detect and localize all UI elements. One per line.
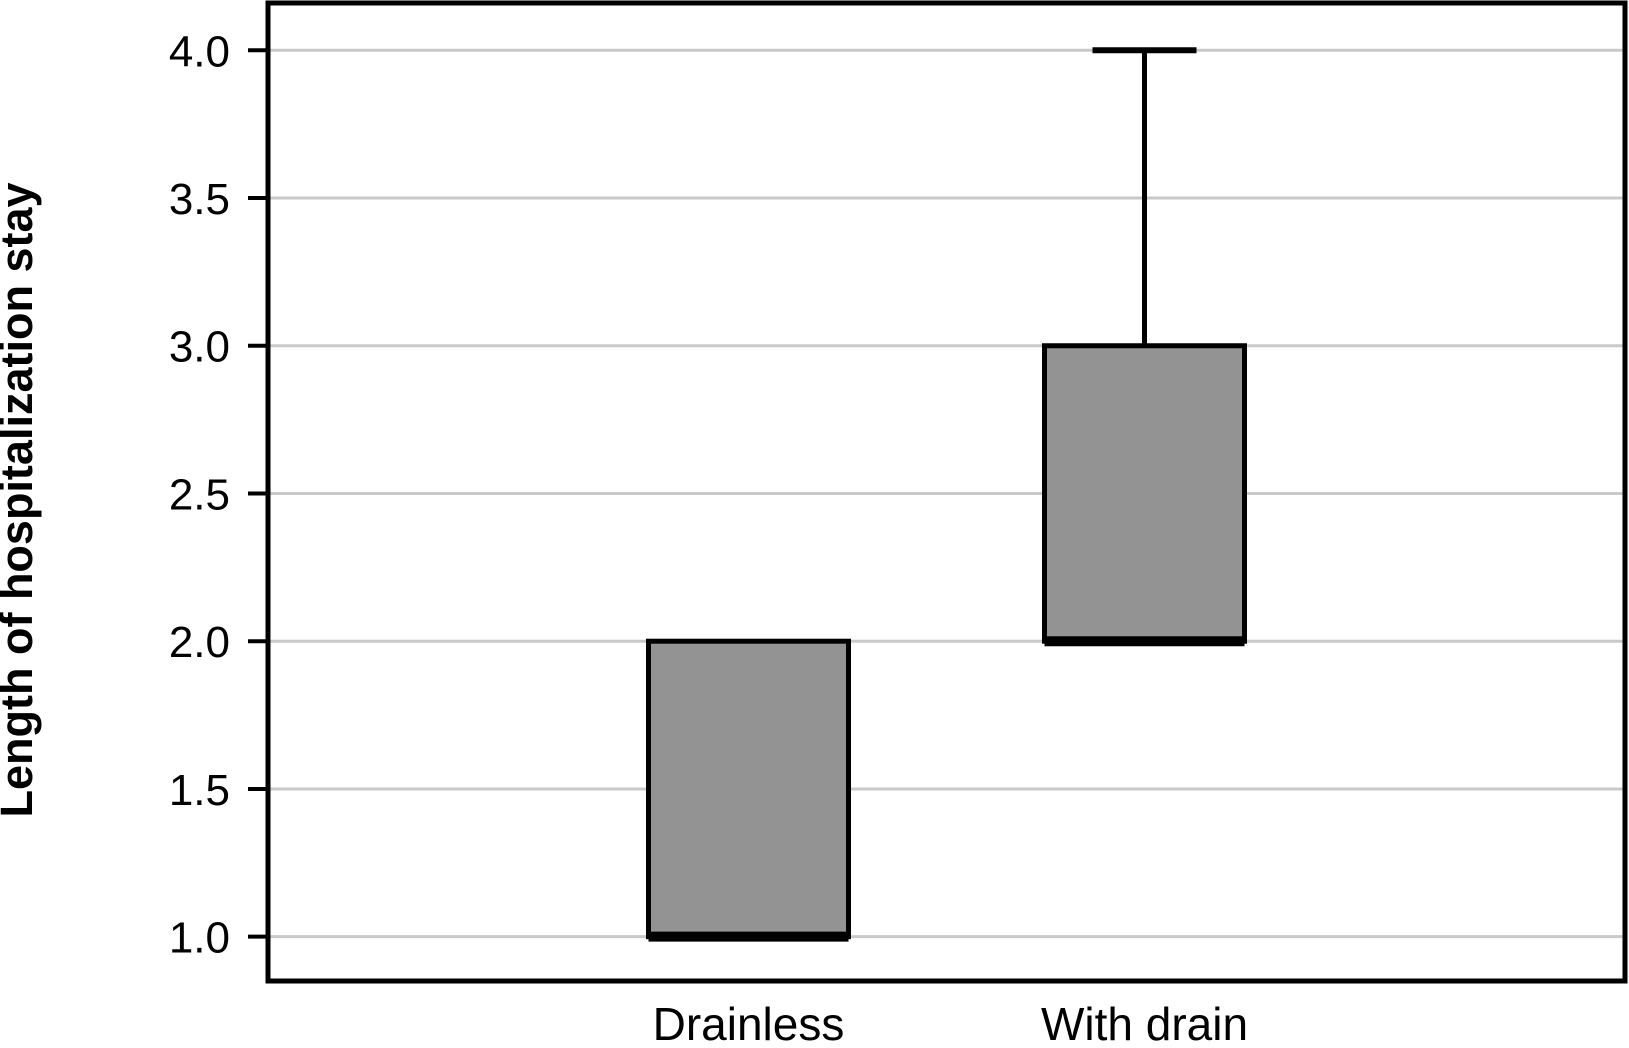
y-tick-label-1.0: 1.0 [169,914,230,963]
iqr-box-drainless [646,638,851,940]
y-tick-label-2.5: 2.5 [169,470,230,519]
iqr-box-with-drain [1042,343,1247,644]
box-group-drainless [646,638,851,942]
y-tick-label-1.5: 1.5 [169,766,230,815]
y-tick-label-2.0: 2.0 [169,618,230,667]
y-axis-title: Length of hospitalization stay [0,182,42,817]
y-tick-label-4.0: 4.0 [169,27,230,76]
box-group-with-drain [1042,47,1247,647]
x-category-label-with-drain: With drain [1041,998,1248,1048]
y-tick-label-3.0: 3.0 [169,323,230,372]
x-category-label-drainless: Drainless [653,998,845,1048]
y-tick-label-3.5: 3.5 [169,175,230,224]
